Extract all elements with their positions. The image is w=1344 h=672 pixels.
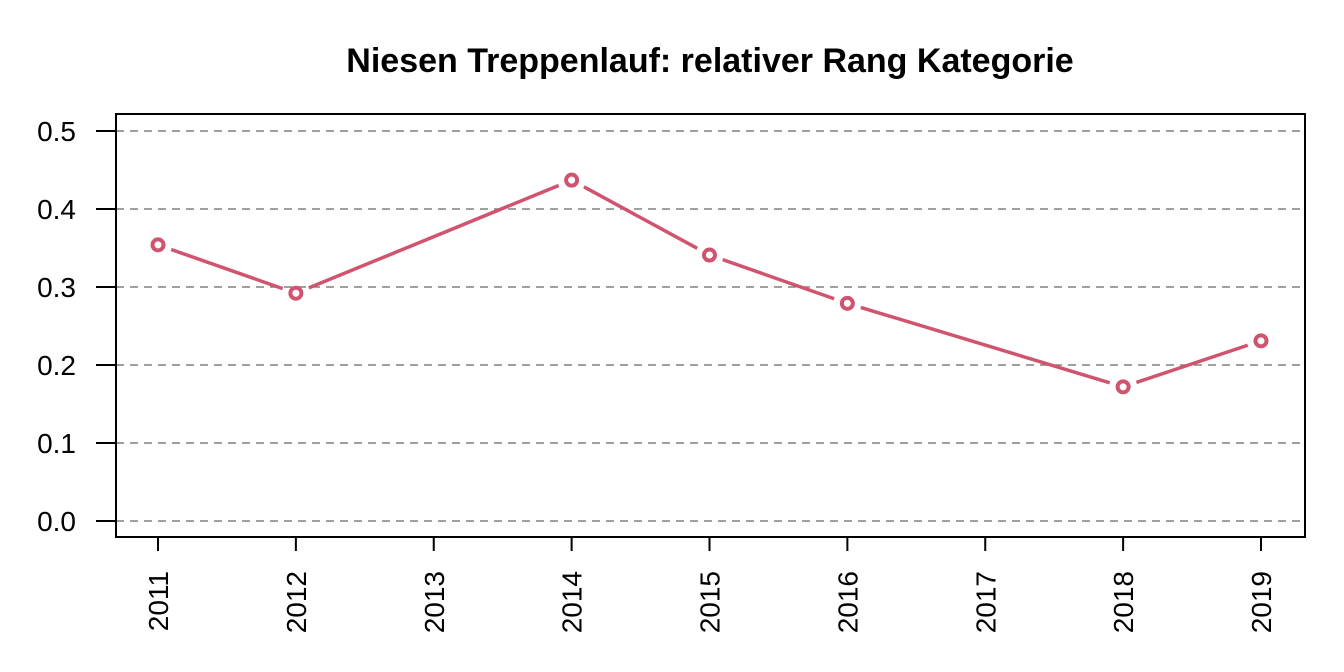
data-point-2015 — [702, 247, 717, 263]
x-tick-label-2016: 2016 — [832, 571, 863, 633]
series-segment-2018-2019 — [1135, 343, 1249, 385]
x-tick-label-2013: 2013 — [419, 571, 450, 633]
y-tick-label-0.0: 0.0 — [37, 506, 76, 537]
data-point-2016 — [839, 295, 855, 311]
y-tick-label-0.5: 0.5 — [37, 116, 76, 147]
data-point-2019 — [1253, 333, 1269, 349]
y-tick-label-0.2: 0.2 — [37, 350, 76, 381]
grid-lines — [116, 130, 1305, 522]
data-point-2012 — [288, 285, 304, 301]
x-axis: 2011 2012 2013 2014 2015 2016 2017 2018 2019 — [143, 537, 1277, 633]
series-segment-2012-2014 — [308, 183, 560, 290]
plot-frame — [115, 113, 1306, 538]
x-tick-label-2018: 2018 — [1108, 571, 1139, 633]
series-group — [150, 172, 1269, 395]
chart-title: Niesen Treppenlauf: relativer Rang Kateg… — [346, 42, 1073, 80]
y-tick-label-0.1: 0.1 — [37, 428, 76, 459]
data-point-2011 — [150, 237, 166, 253]
y-tick-label-0.3: 0.3 — [37, 272, 76, 303]
series-segment-2014-2015 — [583, 185, 699, 250]
y-axis: 0.0 0.1 0.2 0.3 0.4 0.5 — [37, 116, 116, 537]
data-point-2014 — [564, 172, 580, 188]
x-tick-label-2012: 2012 — [281, 571, 312, 633]
x-tick-label-2017: 2017 — [970, 571, 1001, 633]
x-tick-label-2019: 2019 — [1246, 571, 1277, 633]
y-tick-label-0.4: 0.4 — [37, 194, 76, 225]
series-segment-2015-2016 — [722, 258, 835, 301]
x-tick-label-2015: 2015 — [695, 571, 726, 633]
series-segment-2011-2012 — [170, 247, 284, 291]
x-tick-label-2014: 2014 — [557, 571, 588, 633]
data-point-2018 — [1115, 379, 1131, 395]
x-tick-label-2011: 2011 — [143, 571, 174, 631]
series-segment-2016-2018 — [860, 305, 1111, 385]
